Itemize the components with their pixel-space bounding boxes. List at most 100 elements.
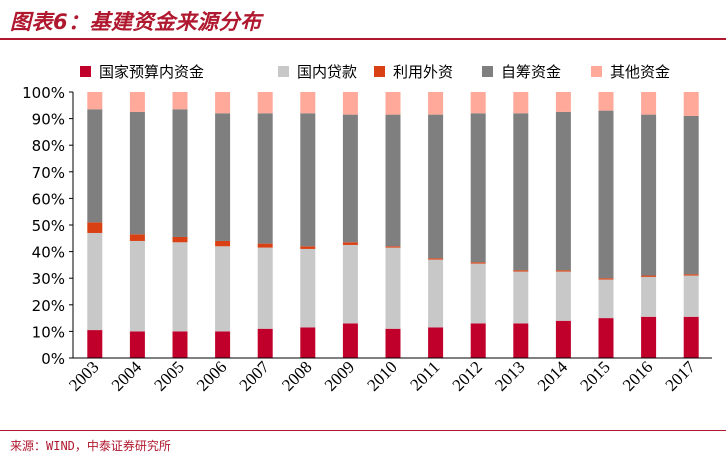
bar-segment xyxy=(683,275,699,317)
legend-swatch xyxy=(374,66,385,77)
bar-segment xyxy=(641,114,657,276)
x-tick-label: 2012 xyxy=(449,357,486,394)
chart-title: 图表6：基建资金来源分布 xyxy=(10,10,262,34)
bar-segment xyxy=(215,331,231,358)
bar-segment xyxy=(641,92,657,115)
x-tick-label: 2004 xyxy=(108,357,146,395)
bar-segment xyxy=(87,330,103,358)
bar-segment xyxy=(215,240,231,247)
bar-segment xyxy=(428,258,444,260)
y-tick-label: 40% xyxy=(32,244,65,262)
bar-stack xyxy=(470,92,486,358)
bar-segment xyxy=(300,113,316,247)
bar-segment xyxy=(598,110,614,279)
bar-segment xyxy=(257,113,273,244)
bar-segment xyxy=(257,328,273,358)
bar-segment xyxy=(641,276,657,317)
x-tick-label: 2013 xyxy=(491,357,528,394)
bar-segment xyxy=(513,92,529,114)
bar-stack xyxy=(257,92,273,358)
y-tick-label: 0% xyxy=(41,350,65,368)
legend: 国家预算内资金 国内贷款 利用外资 自筹资金 其他资金 xyxy=(80,63,670,81)
bar-segment xyxy=(598,92,614,111)
bar-segment xyxy=(172,236,188,243)
bar-segment xyxy=(215,113,231,241)
legend-label: 国家预算内资金 xyxy=(99,63,204,81)
x-tick-label: 2017 xyxy=(662,357,700,395)
bar-stack xyxy=(87,92,103,358)
x-tick-label: 2014 xyxy=(534,357,572,395)
bar-segment xyxy=(555,111,571,271)
bar-segment xyxy=(342,242,358,245)
x-tick-label: 2006 xyxy=(193,357,230,394)
x-tick-label: 2008 xyxy=(278,357,315,394)
x-tick-label: 2003 xyxy=(65,357,102,394)
title-divider xyxy=(0,38,726,40)
y-axis: 0% 10% 20% 30% 40% 50% 60% 70% 80% 90% 100% xyxy=(22,84,74,368)
bar-stack xyxy=(342,92,358,358)
legend-swatch xyxy=(278,66,289,77)
legend-label: 利用外资 xyxy=(393,63,453,81)
bar-segment xyxy=(385,247,401,329)
bar-segment xyxy=(683,274,699,276)
legend-swatch xyxy=(80,66,91,77)
bar-segment xyxy=(129,111,145,235)
bar-segment xyxy=(87,109,103,223)
bar-segment xyxy=(129,92,145,112)
x-tick-label: 2010 xyxy=(363,357,400,394)
bar-segment xyxy=(470,263,486,324)
y-tick-label: 30% xyxy=(32,270,65,288)
bar-segment xyxy=(598,318,614,358)
bar-segment xyxy=(342,323,358,358)
legend-label: 其他资金 xyxy=(610,63,670,81)
bar-stack xyxy=(385,92,401,358)
bar-segment xyxy=(598,279,614,319)
y-tick-label: 70% xyxy=(32,164,65,182)
bar-segment xyxy=(342,244,358,324)
bar-segment xyxy=(555,271,571,321)
bar-segment xyxy=(470,113,486,263)
bar-segment xyxy=(300,327,316,358)
y-tick-label: 50% xyxy=(32,217,65,235)
x-tick-label: 2016 xyxy=(619,357,656,394)
bar-segment xyxy=(470,92,486,114)
bar-segment xyxy=(470,262,486,264)
bar-segment xyxy=(129,331,145,358)
bar-stack xyxy=(215,92,231,358)
bar-segment xyxy=(513,113,529,271)
bar-segment xyxy=(172,242,188,332)
bar-segment xyxy=(385,114,401,247)
bar-stack xyxy=(555,92,571,358)
bar-segment xyxy=(215,246,231,332)
legend-label: 国内贷款 xyxy=(297,63,357,81)
bar-stack xyxy=(300,92,316,358)
source-divider xyxy=(0,430,726,431)
bar-segment xyxy=(641,316,657,358)
bar-segment xyxy=(513,271,529,324)
y-tick-label: 10% xyxy=(32,323,65,341)
bar-stack xyxy=(513,92,529,358)
x-tick-label: 2007 xyxy=(236,357,274,395)
x-tick-label: 2005 xyxy=(150,357,187,394)
bar-segment xyxy=(555,320,571,358)
bar-segment xyxy=(129,234,145,241)
bar-segment xyxy=(87,92,103,110)
y-tick-label: 20% xyxy=(32,297,65,315)
bar-stack xyxy=(172,92,188,358)
x-axis: 2003 2004 2005 2006 2007 2008 2009 2010 2011 2012… xyxy=(65,357,712,395)
legend-label: 自筹资金 xyxy=(501,63,561,81)
bar-segment xyxy=(172,109,188,237)
bar-segment xyxy=(87,232,103,331)
bar-stack xyxy=(598,92,614,358)
bar-segment xyxy=(428,259,444,328)
bar-segment xyxy=(598,278,614,280)
bar-segment xyxy=(215,92,231,114)
y-tick-label: 100% xyxy=(22,84,65,102)
bar-segment xyxy=(683,92,699,116)
bar-segment xyxy=(641,275,657,277)
bar-stack xyxy=(683,92,699,358)
bar-segment xyxy=(300,92,316,114)
bar-segment xyxy=(300,246,316,249)
bar-segment xyxy=(428,114,444,259)
bar-segment xyxy=(385,92,401,115)
